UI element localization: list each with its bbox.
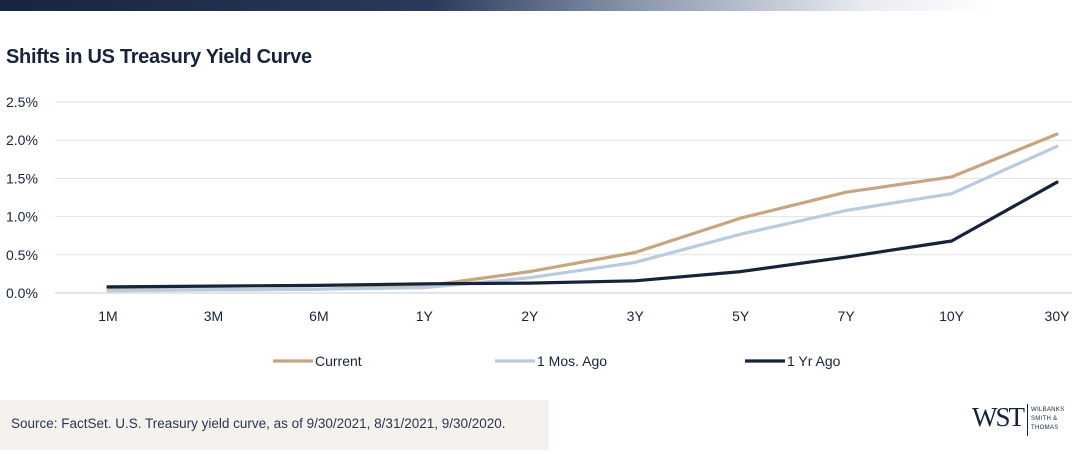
series-line [106, 180, 1059, 289]
wst-logo: WST WILBANKS SMITH & THOMAS [972, 398, 1072, 442]
header-gradient-bar [0, 0, 1079, 11]
legend-label: 1 Yr Ago [787, 353, 841, 369]
y-tick-label: 0.0% [6, 285, 38, 301]
x-tick-label: 10Y [939, 308, 965, 324]
yield-curve-chart: 0.0% 0.5% 1.0% 1.5% 2.0% 2.5% 1M 3M 6M 1Y 2Y 3Y 5Y 7… [6, 94, 1072, 369]
y-tick-label: 2.5% [6, 94, 38, 110]
x-tick-label: 3Y [627, 308, 645, 324]
logo-line-3: THOMAS [1031, 425, 1059, 431]
x-tick-label: 3M [204, 308, 223, 324]
source-note-box: Source: FactSet. U.S. Treasury yield cur… [0, 400, 549, 450]
x-tick-label: 1Y [416, 308, 434, 324]
y-tick-label: 1.5% [6, 170, 38, 186]
logo-line-2: SMITH & [1031, 416, 1058, 422]
series-line [106, 132, 1059, 292]
logo-divider [1027, 404, 1028, 436]
x-tick-label: 7Y [838, 308, 856, 324]
x-tick-label: 5Y [732, 308, 750, 324]
x-tick-label: 1M [98, 308, 117, 324]
source-note: Source: FactSet. U.S. Treasury yield cur… [11, 416, 506, 431]
y-tick-label: 0.5% [6, 247, 38, 263]
x-tick-label: 6M [309, 308, 328, 324]
logo-mark: WST [972, 402, 1025, 432]
logo-line-1: WILBANKS [1031, 407, 1065, 413]
x-tick-label: 2Y [521, 308, 539, 324]
x-tick-label: 30Y [1045, 308, 1071, 324]
chart-title: Shifts in US Treasury Yield Curve [6, 46, 312, 68]
y-tick-label: 2.0% [6, 132, 38, 148]
legend-label: Current [315, 353, 362, 369]
y-tick-label: 1.0% [6, 209, 38, 225]
legend-label: 1 Mos. Ago [537, 353, 607, 369]
series-line [106, 144, 1059, 293]
